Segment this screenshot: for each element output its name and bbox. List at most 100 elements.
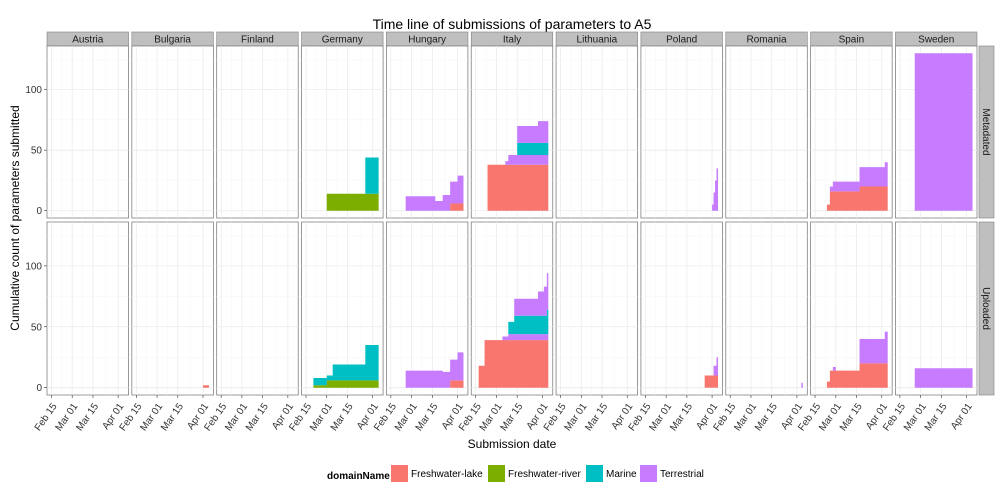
- x-tick-label: Mar 15: [499, 401, 526, 433]
- area-marine-metadated-italy-2: [487, 142, 549, 165]
- strip-poland: Poland: [640, 31, 723, 47]
- strip-label-italy: Italy: [503, 35, 521, 46]
- panel-metadated-romania: [725, 45, 808, 219]
- x-tick-label: Mar 15: [668, 401, 695, 433]
- legend-key-freshwater-river: [488, 465, 505, 482]
- area-terrestrial-metadated-spain-1: [826, 162, 888, 205]
- strip-germany: Germany: [301, 31, 384, 47]
- legend-label-freshwater-river: Freshwater-river: [508, 469, 581, 480]
- row-strip-metadated: Metadated: [978, 45, 995, 219]
- y-tick-label: 50: [31, 322, 43, 333]
- x-tick-label: Mar 15: [74, 401, 101, 433]
- area-terrestrial-uploaded-hungary-1: [405, 352, 464, 388]
- strip-austria: Austria: [46, 31, 129, 47]
- panel-metadated-lithuania: [555, 45, 639, 219]
- area-marine-metadated-germany-1: [326, 157, 379, 194]
- x-tick-label: Mar 15: [159, 401, 186, 433]
- area-freshwater-lake-metadated-italy-0: [487, 164, 549, 211]
- area-terrestrial-metadated-italy-3: [487, 121, 549, 165]
- panel-metadated-poland: [640, 45, 723, 219]
- legend-label-freshwater-lake: Freshwater-lake: [411, 469, 483, 480]
- area-freshwater-lake-uploaded-bulgaria-0: [203, 385, 209, 388]
- legend-entry-terrestrial: Terrestrial: [640, 465, 704, 482]
- area-freshwater-lake-uploaded-hungary-0: [405, 380, 464, 388]
- x-tick-label: Mar 15: [838, 401, 865, 433]
- strip-hungary: Hungary: [386, 31, 469, 47]
- strip-label-sweden: Sweden: [918, 35, 954, 46]
- x-tick-label: Mar 15: [923, 401, 950, 433]
- panel-metadated-germany: [301, 45, 384, 219]
- legend: domainName Freshwater-lake Freshwater-riv…: [327, 465, 704, 482]
- y-tick-label: 100: [25, 261, 42, 272]
- panel-metadated-sweden: [895, 45, 978, 219]
- strip-label-germany: Germany: [322, 35, 363, 46]
- legend-key-terrestrial: [640, 465, 657, 482]
- y-tick-label: 0: [36, 206, 42, 217]
- legend-title: domainName: [327, 471, 390, 482]
- area-freshwater-river-uploaded-germany-0: [313, 380, 379, 388]
- legend-label-terrestrial: Terrestrial: [660, 469, 704, 480]
- strip-label-lithuania: Lithuania: [577, 35, 618, 46]
- x-axis-title: Submission date: [468, 437, 557, 451]
- strip-italy: Italy: [470, 31, 554, 47]
- legend-label-marine: Marine: [606, 469, 637, 480]
- x-tick-label: Apr 01: [949, 401, 975, 432]
- strip-label-finland: Finland: [241, 35, 274, 46]
- area-freshwater-lake-uploaded-spain-0: [826, 363, 888, 388]
- y-tick-label: 0: [36, 383, 42, 394]
- area-terrestrial-metadated-sweden-0: [914, 53, 973, 211]
- row-strip-uploaded: Uploaded: [978, 221, 995, 396]
- panel-metadated-italy: [470, 45, 554, 219]
- panel-metadated-bulgaria: [131, 45, 214, 219]
- strip-lithuania: Lithuania: [555, 31, 638, 47]
- strip-label-bulgaria: Bulgaria: [154, 35, 191, 46]
- panel-metadated-austria: 0 50 100: [25, 45, 129, 219]
- strip-romania: Romania: [725, 31, 808, 47]
- panel-metadated-spain: [810, 45, 893, 219]
- area-freshwater-lake-uploaded-italy-0: [478, 340, 549, 388]
- x-tick-label: Mar 15: [753, 401, 780, 433]
- x-tick-label: Mar 15: [244, 401, 271, 433]
- area-terrestrial-uploaded-sweden-0: [914, 368, 973, 388]
- area-marine-uploaded-italy-2: [478, 309, 549, 366]
- legend-key-freshwater-lake: [391, 465, 408, 482]
- strip-bulgaria: Bulgaria: [131, 31, 214, 47]
- strip-label-poland: Poland: [666, 35, 697, 46]
- area-freshwater-lake-metadated-hungary-0: [405, 203, 464, 211]
- x-tick-label: Mar 15: [414, 401, 441, 433]
- legend-key-marine: [586, 465, 603, 482]
- area-freshwater-lake-metadated-spain-0: [826, 186, 888, 211]
- y-tick-label: 50: [31, 146, 43, 157]
- strip-spain: Spain: [810, 31, 893, 47]
- area-marine-uploaded-germany-1: [313, 345, 379, 386]
- legend-entry-freshwater-lake: Freshwater-lake: [391, 465, 483, 482]
- strip-label-austria: Austria: [72, 35, 104, 46]
- legend-entry-freshwater-river: Freshwater-river: [488, 465, 581, 482]
- y-axis-title: Cumulative count of parameters submitted: [8, 105, 22, 330]
- x-tick-label: Mar 15: [583, 401, 610, 433]
- area-freshwater-river-metadated-germany-0: [326, 193, 379, 211]
- x-tick-label: Mar 15: [329, 401, 356, 433]
- panel-metadated-hungary: [385, 45, 469, 219]
- row-strip-label-uploaded: Uploaded: [980, 287, 991, 330]
- strip-label-romania: Romania: [747, 35, 787, 46]
- area-freshwater-lake-uploaded-poland-0: [704, 375, 719, 388]
- area-terrestrial-uploaded-italy-1: [478, 334, 549, 366]
- row-strip-label-metadated: Metadated: [980, 108, 991, 155]
- strip-label-hungary: Hungary: [408, 35, 446, 46]
- area-terrestrial-metadated-poland-0: [712, 168, 719, 211]
- area-terrestrial-uploaded-romania-0: [801, 382, 803, 388]
- chart-title: Time line of submissions of parameters t…: [373, 16, 652, 32]
